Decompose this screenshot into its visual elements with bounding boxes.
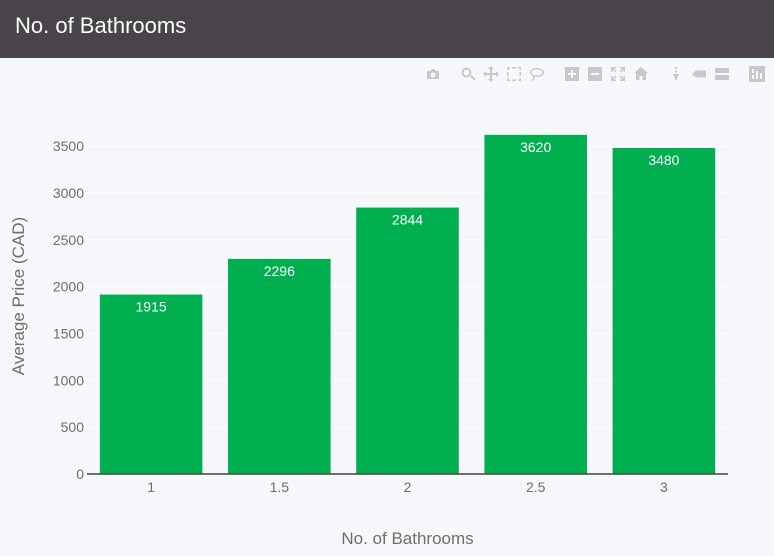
bar[interactable] [484,134,587,474]
lasso-select-icon[interactable] [528,65,546,83]
reset-axes-icon[interactable] [632,65,650,83]
bar-value-label: 2844 [392,212,423,228]
pan-icon[interactable] [482,65,500,83]
y-axis-title: Average Price (CAD) [9,217,28,375]
x-tick-label: 1 [147,479,155,495]
bar[interactable] [99,294,203,474]
zoom-in-icon[interactable] [563,65,581,83]
camera-icon[interactable] [424,65,442,83]
x-axis-title: No. of Bathrooms [341,529,473,548]
x-tick-label: 2 [404,479,412,495]
hover-closest-icon[interactable] [690,65,708,83]
plotly-logo-icon[interactable] [748,65,766,83]
page-header: No. of Bathrooms [0,0,774,58]
x-tick-label: 1.5 [270,479,290,495]
page-title: No. of Bathrooms [15,13,187,38]
bar-value-label: 3620 [520,139,551,155]
zoom-out-icon[interactable] [586,65,604,83]
bar[interactable] [356,207,459,474]
bar[interactable] [228,258,331,474]
x-tick-label: 3 [660,479,668,495]
autoscale-icon[interactable] [609,65,627,83]
y-tick-label: 3500 [53,138,84,154]
x-tick-label: 2.5 [526,479,546,495]
y-tick-label: 2500 [53,232,84,248]
spike-lines-icon[interactable] [667,65,685,83]
y-tick-label: 2000 [53,279,84,295]
y-tick-label: 500 [61,419,85,435]
bar[interactable] [612,147,716,474]
bar-value-label: 1915 [136,299,167,315]
box-select-icon[interactable] [505,65,523,83]
zoom-icon[interactable] [459,65,477,83]
y-tick-label: 1000 [53,372,84,388]
bar-value-label: 3480 [648,152,679,168]
hover-compare-icon[interactable] [713,65,731,83]
y-tick-label: 0 [76,466,84,482]
y-tick-label: 3000 [53,185,84,201]
chart-modebar [421,64,768,84]
y-tick-label: 1500 [53,325,84,341]
bar-value-label: 2296 [264,263,295,279]
bar-chart: 1915 2296 2844 3620 3480 1 1.5 2 2.5 3 0 500 1000 1… [9,134,728,548]
